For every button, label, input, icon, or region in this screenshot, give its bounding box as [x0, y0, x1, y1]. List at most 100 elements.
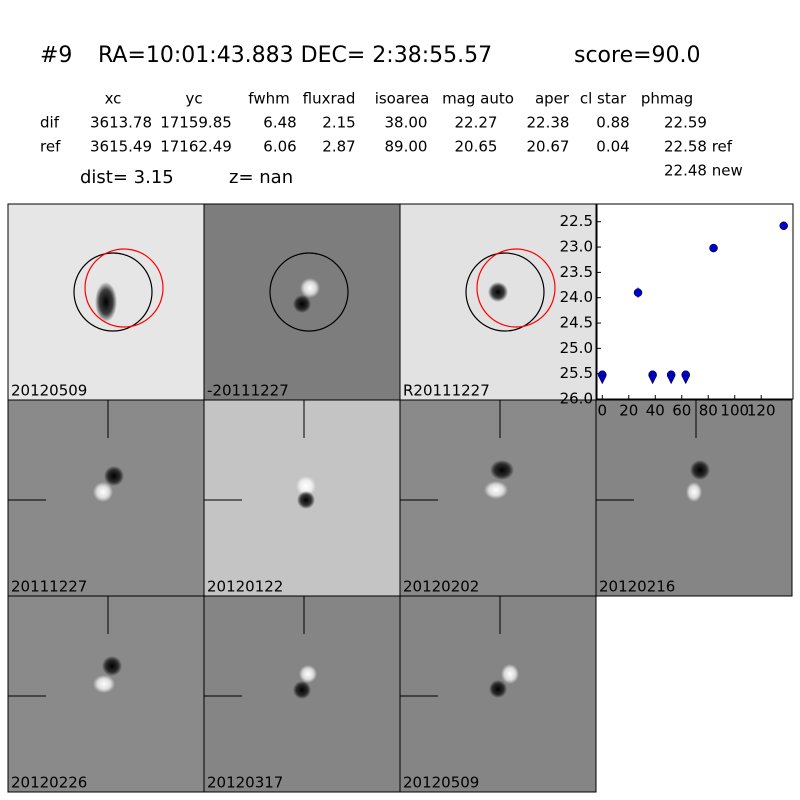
cell: 6.06 [263, 138, 296, 156]
stamp-label: R20111227 [403, 382, 490, 400]
column-header: aper [535, 90, 570, 108]
source-blob [299, 665, 317, 683]
stamp-label: 20120226 [11, 774, 87, 792]
header-coords: RA=10:01:43.883 DEC= 2:38:55.57 [98, 43, 492, 68]
y-tick-label: 23.5 [560, 263, 593, 281]
stamp: 20120226 [7, 595, 205, 793]
source-blob [95, 282, 117, 322]
cell: 3613.78 [90, 114, 152, 132]
y-tick-label: 26.0 [560, 390, 593, 408]
cell: 22.38 [527, 114, 570, 132]
cell: 38.00 [385, 114, 428, 132]
y-tick-label: 24.0 [560, 288, 593, 306]
ref-circle [73, 252, 153, 332]
source-blob [93, 482, 113, 502]
source-blob [484, 481, 508, 499]
row-label: ref [40, 138, 61, 156]
source-blob [293, 681, 311, 699]
y-tick-label: 23.0 [560, 238, 593, 256]
cell: 17162.49 [160, 138, 232, 156]
stamp: 20120202 [399, 399, 597, 597]
dist: dist= 3.15 [80, 167, 174, 188]
cell: 0.04 [596, 138, 629, 156]
source-blob [300, 278, 320, 298]
source-blob [293, 295, 311, 313]
source-blob [686, 482, 702, 502]
x-tick-label: 80 [699, 402, 718, 420]
y-tick-label: 24.5 [560, 314, 593, 332]
cell: 20.67 [527, 138, 570, 156]
stamp-label: 20120122 [207, 578, 283, 596]
source-blob [104, 466, 124, 486]
limit-marker [648, 375, 658, 385]
source-blob [93, 675, 115, 693]
cell: 2.15 [322, 114, 355, 132]
column-header: xc [105, 90, 122, 108]
source-blob [501, 664, 519, 684]
ref-circle [269, 252, 349, 332]
cell: 22.27 [455, 114, 498, 132]
cell: 3615.49 [90, 138, 152, 156]
stamp: -20111227 [203, 203, 401, 401]
source-blob [488, 282, 508, 302]
stamp: 20120509 [7, 203, 205, 401]
x-tick-label: 0 [598, 402, 608, 420]
stamp-label: -20111227 [207, 382, 289, 400]
cell: 6.48 [263, 114, 296, 132]
source-blob [297, 491, 315, 509]
limit-marker [597, 375, 607, 385]
cell: 22.59 [664, 114, 707, 132]
stamp-label: 20120202 [403, 578, 479, 596]
header-score: score=90.0 [574, 43, 701, 68]
stamp: 20120216 [595, 399, 793, 597]
source-blob [490, 460, 514, 480]
x-tick-label: 100 [720, 402, 749, 420]
cell: 17159.85 [160, 114, 232, 132]
stamp-image [7, 595, 205, 793]
column-header: mag auto [442, 90, 514, 108]
cell: 89.00 [385, 138, 428, 156]
stamp: 20111227 [7, 399, 205, 597]
source-blob [690, 460, 710, 480]
row-label: dif [40, 114, 60, 132]
stamp: 20120317 [203, 595, 401, 793]
cell: 22.58 ref [664, 138, 733, 156]
z: z= nan [229, 167, 293, 188]
cell: 2.87 [322, 138, 355, 156]
ref-circle [465, 252, 545, 332]
stamp-label: 20120509 [11, 382, 87, 400]
y-tick-label: 25.0 [560, 339, 593, 357]
stamp-label: 20120509 [403, 774, 479, 792]
limit-marker [681, 375, 691, 385]
column-header: fwhm [248, 90, 289, 108]
det-circle [84, 248, 164, 328]
source-blob [296, 476, 316, 496]
x-tick-label: 120 [747, 402, 776, 420]
column-header: phmag [641, 90, 693, 108]
stamp-label: 20120317 [207, 774, 283, 792]
x-tick-label: 20 [619, 402, 638, 420]
x-tick-label: 40 [646, 402, 665, 420]
point [633, 288, 643, 297]
source-blob [489, 680, 507, 698]
header-id: #9 [40, 43, 72, 68]
plot-area [596, 203, 794, 400]
y-tick-label: 25.5 [560, 364, 593, 382]
column-header: isoarea [375, 90, 430, 108]
stamp: R20111227 [399, 203, 597, 401]
point [709, 243, 718, 253]
cell: 20.65 [455, 138, 498, 156]
stamp: 20120509 [399, 595, 597, 793]
phmag-new: 22.48 new [664, 162, 743, 180]
column-header: yc [185, 90, 202, 108]
x-tick-label: 60 [672, 402, 691, 420]
stamp: 20120122 [203, 399, 401, 597]
source-blob [102, 656, 122, 676]
column-header: cl star [580, 90, 627, 108]
det-circle [476, 248, 556, 328]
cell: 0.88 [596, 114, 629, 132]
point [779, 221, 788, 231]
stamp-label: 20111227 [11, 578, 87, 596]
y-tick-label: 22.5 [560, 212, 593, 230]
